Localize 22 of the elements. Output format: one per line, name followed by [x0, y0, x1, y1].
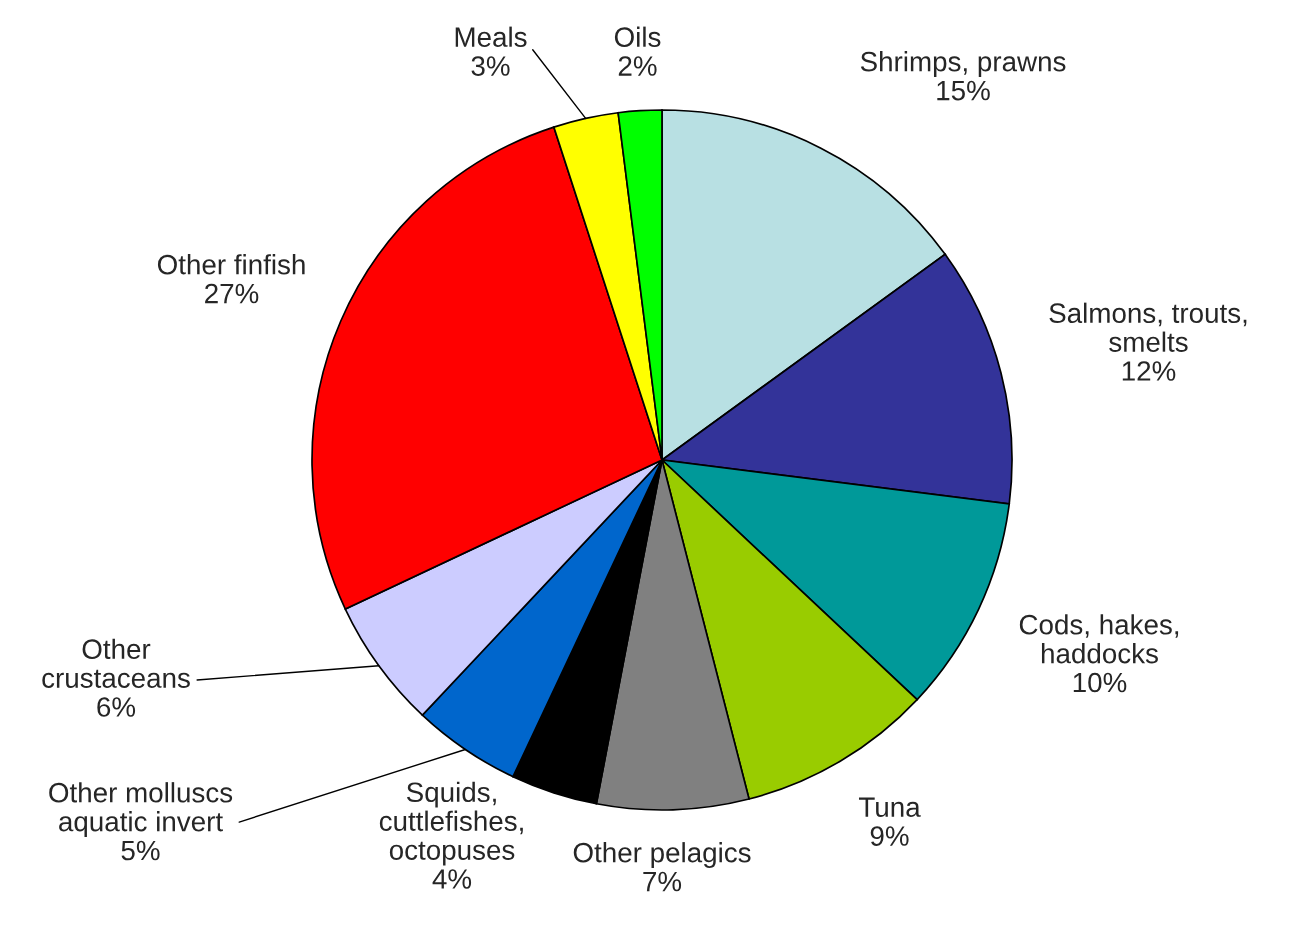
slice-label: Cods, hakes, haddocks	[1019, 614, 1179, 664]
slice-label: Meals	[455, 26, 527, 47]
slice-label: Other pelagics	[573, 842, 751, 868]
slice-label: Other crustaceans	[42, 638, 190, 688]
data-label: 3%	[471, 56, 510, 76]
slice-label: Squids, cuttlefishes, octopuses	[379, 781, 523, 866]
slice-label: Other molluscs aquatic invert	[49, 782, 233, 837]
slice-label: Oils	[614, 26, 661, 47]
data-label: 10%	[1073, 672, 1127, 693]
data-label: 27%	[205, 283, 259, 304]
data-label: 9%	[870, 826, 909, 846]
slice-label: Tuna	[858, 797, 921, 817]
data-label: 15%	[937, 80, 990, 101]
data-label: 5%	[121, 840, 160, 861]
data-label: 7%	[643, 871, 682, 892]
slice-label: Other finfish	[157, 254, 305, 275]
data-label: 12%	[1122, 361, 1176, 381]
data-label: 6%	[97, 697, 136, 717]
data-label: 2%	[618, 56, 657, 76]
slice-label: Salmons, trouts, smelts	[1049, 302, 1247, 352]
data-label: 4%	[432, 869, 472, 889]
slice-label: Shrimps, prawns	[860, 51, 1066, 77]
